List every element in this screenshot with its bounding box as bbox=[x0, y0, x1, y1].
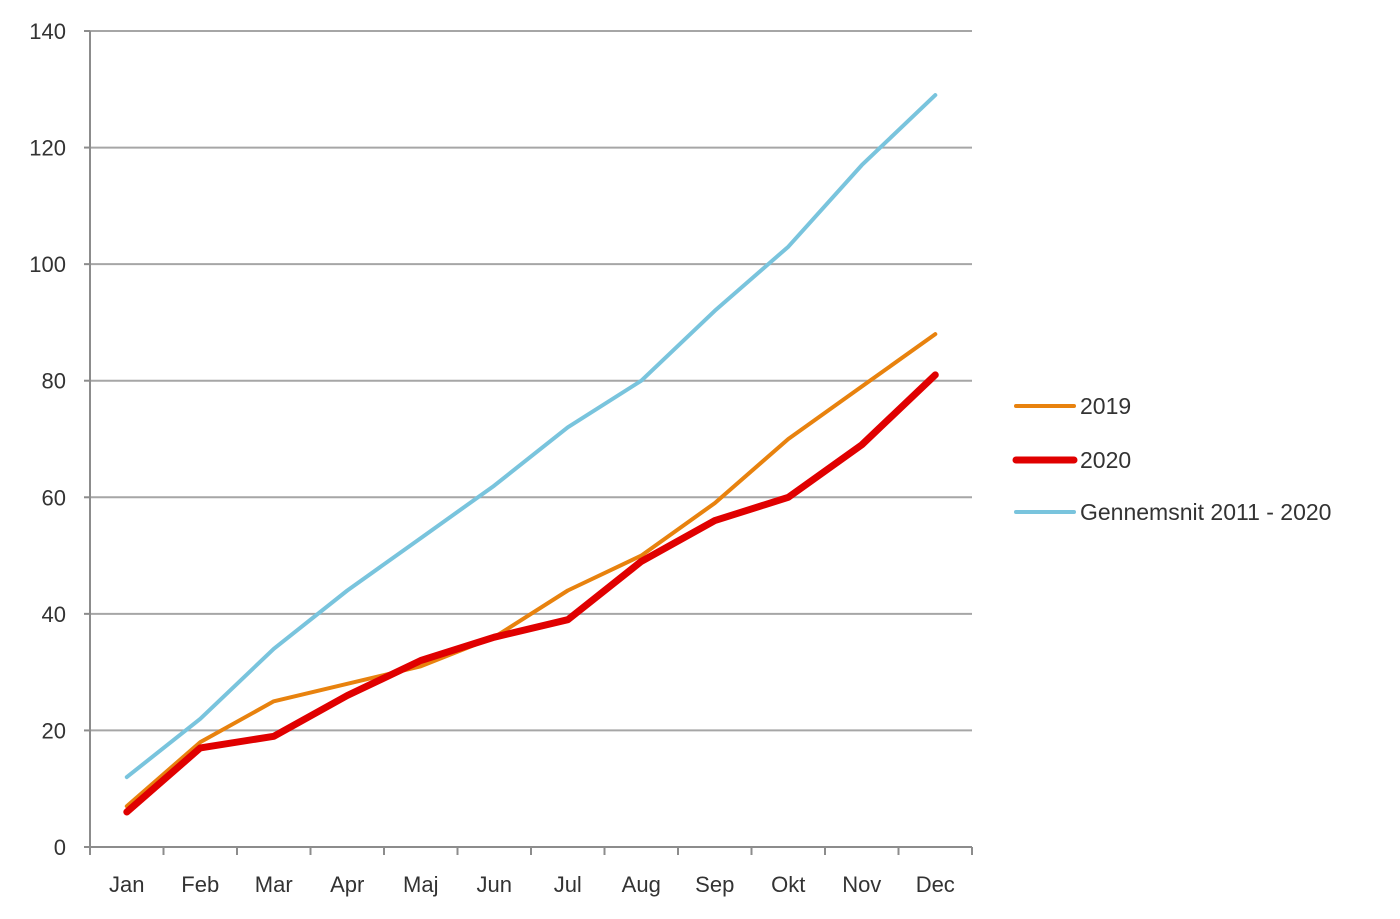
x-tick-label: Aug bbox=[622, 872, 661, 897]
y-tick-label: 120 bbox=[29, 136, 66, 161]
x-tick-label: Feb bbox=[181, 872, 219, 897]
y-tick-label: 0 bbox=[54, 835, 66, 860]
series-line-0 bbox=[124, 332, 938, 809]
x-tick-label: Apr bbox=[330, 872, 364, 897]
x-tick-label: Jul bbox=[554, 872, 582, 897]
grid-layer bbox=[90, 30, 972, 732]
x-tick-label: Mar bbox=[255, 872, 293, 897]
y-tick-label: 20 bbox=[42, 718, 66, 743]
x-tick-label: Sep bbox=[695, 872, 734, 897]
y-tick-label: 60 bbox=[42, 485, 66, 510]
legend: 2019 2020 Gennemsnit 2011 - 2020 bbox=[1012, 393, 1331, 525]
y-tick-label: 80 bbox=[42, 369, 66, 394]
legend-label-0: 2019 bbox=[1080, 393, 1131, 419]
y-tick-label: 140 bbox=[29, 19, 66, 44]
series-line-2 bbox=[124, 93, 938, 780]
legend-label-1: 2020 bbox=[1080, 447, 1131, 473]
x-tick-label: Jun bbox=[477, 872, 512, 897]
legend-label-2: Gennemsnit 2011 - 2020 bbox=[1080, 499, 1331, 525]
x-tick-label: Okt bbox=[771, 872, 805, 897]
x-tick-label: Dec bbox=[916, 872, 955, 897]
x-tick-label: Jan bbox=[109, 872, 144, 897]
y-tick-label: 100 bbox=[29, 252, 66, 277]
axis-layer: 0 20 40 60 80 100 120 140 Jan Feb Mar Apr Maj Jun Jul A… bbox=[29, 19, 973, 897]
y-tick-label: 40 bbox=[42, 602, 66, 627]
x-tick-label: Nov bbox=[842, 872, 881, 897]
series-layer bbox=[123, 93, 939, 816]
series-line-1 bbox=[123, 371, 939, 816]
x-tick-label: Maj bbox=[403, 872, 438, 897]
